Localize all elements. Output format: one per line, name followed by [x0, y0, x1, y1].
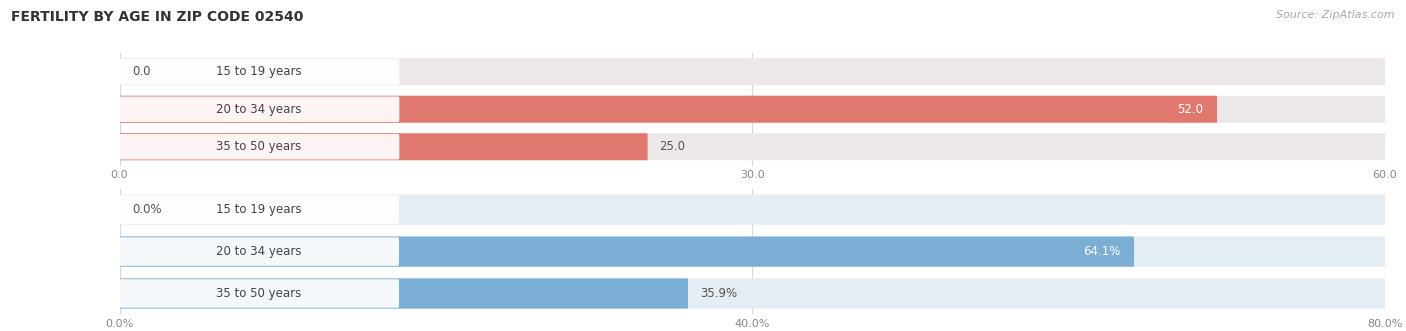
Text: 20 to 34 years: 20 to 34 years	[217, 245, 301, 258]
Text: FERTILITY BY AGE IN ZIP CODE 02540: FERTILITY BY AGE IN ZIP CODE 02540	[11, 10, 304, 24]
Text: 15 to 19 years: 15 to 19 years	[217, 203, 301, 216]
FancyBboxPatch shape	[118, 96, 1218, 123]
Text: Source: ZipAtlas.com: Source: ZipAtlas.com	[1277, 10, 1395, 20]
FancyBboxPatch shape	[118, 96, 1386, 123]
FancyBboxPatch shape	[118, 237, 399, 266]
Text: 52.0: 52.0	[1178, 103, 1204, 116]
FancyBboxPatch shape	[118, 96, 399, 122]
FancyBboxPatch shape	[120, 278, 1385, 308]
FancyBboxPatch shape	[120, 278, 688, 308]
Text: 15 to 19 years: 15 to 19 years	[217, 65, 301, 78]
Text: 35 to 50 years: 35 to 50 years	[217, 140, 301, 153]
Text: 35 to 50 years: 35 to 50 years	[217, 287, 301, 300]
Text: 0.0%: 0.0%	[132, 203, 162, 216]
FancyBboxPatch shape	[118, 58, 1386, 85]
FancyBboxPatch shape	[118, 133, 1386, 160]
Text: 20 to 34 years: 20 to 34 years	[217, 103, 301, 116]
FancyBboxPatch shape	[120, 195, 1385, 225]
FancyBboxPatch shape	[118, 134, 399, 160]
FancyBboxPatch shape	[120, 236, 1385, 267]
FancyBboxPatch shape	[120, 236, 1135, 267]
FancyBboxPatch shape	[118, 59, 399, 84]
Text: 64.1%: 64.1%	[1084, 245, 1121, 258]
FancyBboxPatch shape	[118, 279, 399, 308]
Text: 35.9%: 35.9%	[700, 287, 737, 300]
Text: 0.0: 0.0	[132, 65, 150, 78]
FancyBboxPatch shape	[118, 195, 399, 224]
FancyBboxPatch shape	[118, 133, 648, 160]
Text: 25.0: 25.0	[659, 140, 685, 153]
